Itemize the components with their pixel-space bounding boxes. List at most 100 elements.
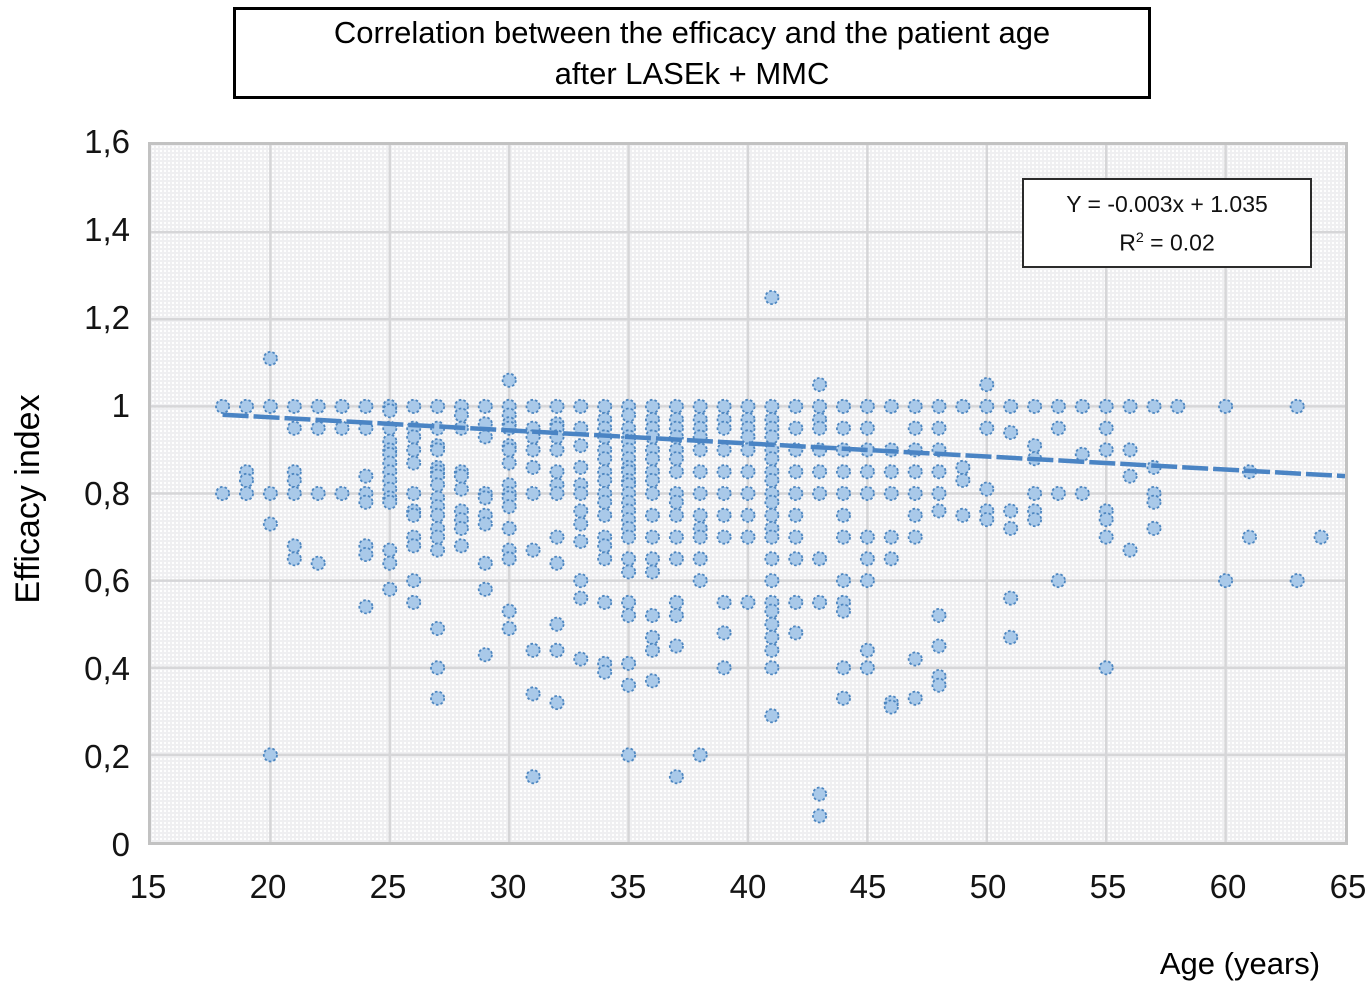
data-point [764, 289, 780, 305]
data-point [644, 529, 660, 545]
data-point [788, 464, 804, 480]
data-point [406, 442, 422, 458]
data-point [931, 638, 947, 654]
data-point [1074, 485, 1090, 501]
y-tick-label: 0,8 [84, 474, 130, 512]
y-tick-label: 0 [111, 826, 130, 863]
data-point [597, 507, 613, 523]
data-point [788, 398, 804, 414]
data-point [525, 442, 541, 458]
data-point [1050, 573, 1066, 589]
data-point [955, 472, 971, 488]
data-point [931, 398, 947, 414]
x-axis-title: Age (years) [1159, 946, 1321, 981]
data-point [430, 542, 446, 558]
data-point [573, 459, 589, 475]
data-point [573, 398, 589, 414]
data-point [955, 459, 971, 475]
data-point [764, 603, 780, 619]
data-point [597, 551, 613, 567]
data-point [788, 485, 804, 501]
data-point [716, 529, 732, 545]
data-point [382, 555, 398, 571]
data-point [406, 538, 422, 554]
data-point [525, 542, 541, 558]
data-point [525, 485, 541, 501]
data-point [215, 485, 231, 501]
data-point [907, 485, 923, 501]
data-point [262, 485, 278, 501]
data-point [931, 677, 947, 693]
data-point [668, 494, 684, 510]
data-point [907, 464, 923, 480]
data-point [788, 625, 804, 641]
data-point [716, 485, 732, 501]
data-point [286, 472, 302, 488]
data-point [334, 485, 350, 501]
data-point [812, 420, 828, 436]
data-point [621, 607, 637, 623]
data-point [1122, 398, 1138, 414]
data-point [334, 398, 350, 414]
data-point [549, 555, 565, 571]
data-point [573, 516, 589, 532]
data-point [549, 485, 565, 501]
data-point [239, 398, 255, 414]
data-point [310, 420, 326, 436]
data-point [859, 398, 875, 414]
data-point [549, 642, 565, 658]
data-point [310, 555, 326, 571]
data-point [406, 594, 422, 610]
data-point [358, 599, 374, 615]
data-point [1050, 420, 1066, 436]
data-point [692, 529, 708, 545]
data-point [883, 464, 899, 480]
data-point [597, 398, 613, 414]
data-point [883, 699, 899, 715]
data-point [477, 516, 493, 532]
data-point [1003, 503, 1019, 519]
data-point [907, 690, 923, 706]
data-point [836, 690, 852, 706]
data-point [382, 542, 398, 558]
data-point [931, 420, 947, 436]
data-point [1098, 512, 1114, 528]
data-point [812, 464, 828, 480]
trendline-equation: Y = -0.003x + 1.035 [1066, 190, 1268, 217]
data-point [740, 529, 756, 545]
data-point [1027, 485, 1043, 501]
data-point [668, 638, 684, 654]
x-tick-label: 30 [489, 868, 527, 905]
data-point [788, 551, 804, 567]
data-point [764, 398, 780, 414]
trendline-equation-box: Y = -0.003x + 1.035 R2 = 0.02 [1022, 178, 1312, 268]
data-point [1146, 398, 1162, 414]
data-point [453, 481, 469, 497]
x-tick-label: 40 [729, 868, 767, 905]
data-point [859, 573, 875, 589]
data-point [979, 398, 995, 414]
data-point [1170, 398, 1186, 414]
data-point [549, 442, 565, 458]
data-point [692, 573, 708, 589]
data-point [597, 451, 613, 467]
r-squared-value: R2 = 0.02 [1119, 229, 1215, 256]
data-point [1218, 573, 1234, 589]
data-point [716, 398, 732, 414]
data-point [812, 377, 828, 393]
data-point [716, 442, 732, 458]
data-point [262, 398, 278, 414]
data-point [668, 529, 684, 545]
data-point [764, 708, 780, 724]
data-point [621, 655, 637, 671]
data-point [644, 507, 660, 523]
y-tick-label: 0,4 [84, 650, 130, 688]
data-point [644, 472, 660, 488]
data-point [644, 673, 660, 689]
data-point [382, 581, 398, 597]
data-point [430, 398, 446, 414]
data-point [597, 538, 613, 554]
data-point [764, 629, 780, 645]
data-point [239, 485, 255, 501]
data-point [836, 573, 852, 589]
